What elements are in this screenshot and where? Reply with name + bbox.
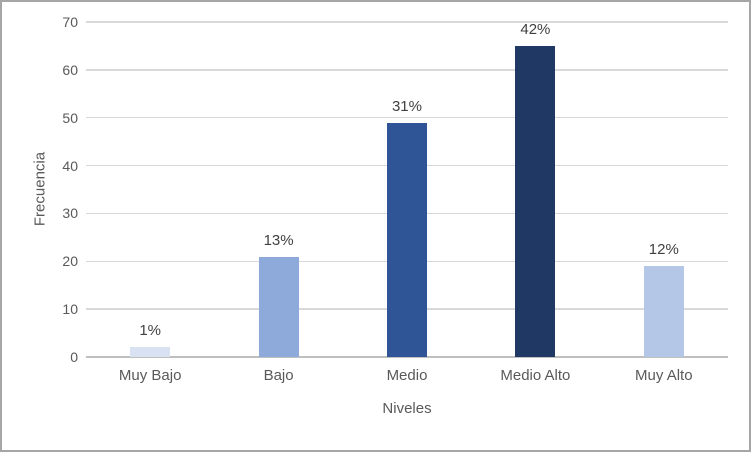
- gridline: [86, 69, 728, 71]
- bar-data-label: 12%: [648, 241, 679, 259]
- bar-medio-alto: [515, 45, 556, 357]
- bar-data-label: 42%: [520, 20, 551, 38]
- gridline: [86, 21, 728, 23]
- bar-bajo: [258, 256, 299, 357]
- x-tick-label: Medio Alto: [500, 367, 571, 384]
- bar-muy-alto: [643, 266, 684, 357]
- bar-medio: [387, 122, 427, 357]
- gridline: [86, 116, 728, 119]
- x-tick-label: Medio: [386, 367, 428, 384]
- x-tick-label: Muy Bajo: [118, 367, 182, 384]
- y-tick-label: 60: [62, 61, 78, 78]
- bar-data-label: 31%: [391, 97, 422, 115]
- plot-area: 1% 13% 31% 42% 12%: [86, 20, 728, 359]
- x-axis-line: [86, 356, 728, 359]
- bar-data-label: 1%: [139, 322, 162, 340]
- y-tick-label: 30: [62, 205, 78, 222]
- x-tick-label: Bajo: [263, 367, 294, 384]
- y-tick-label: 20: [62, 253, 78, 270]
- y-tick-label: 40: [62, 157, 78, 174]
- y-tick-label: 50: [62, 109, 78, 126]
- bar-muy-bajo: [130, 347, 171, 357]
- y-tick-label: 0: [70, 349, 78, 365]
- y-tick-label: 70: [62, 14, 78, 30]
- x-axis-title: Niveles: [382, 400, 432, 417]
- y-tick-label: 10: [62, 301, 78, 318]
- x-tick-label: Muy Alto: [635, 367, 693, 384]
- bar-data-label: 13%: [263, 231, 294, 249]
